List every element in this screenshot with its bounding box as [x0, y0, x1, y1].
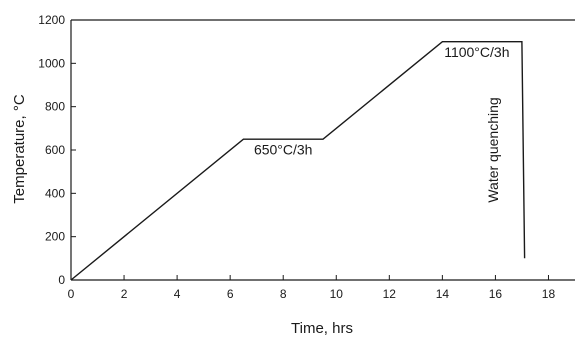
- y-tick-label: 0: [58, 273, 65, 287]
- y-tick-label: 400: [45, 186, 65, 200]
- x-tick-label: 0: [68, 287, 75, 301]
- x-tick-label: 4: [174, 287, 181, 301]
- x-tick-label: 18: [542, 287, 556, 301]
- series-group: [70, 41, 526, 281]
- x-tick-label: 16: [489, 287, 503, 301]
- x-tick-label: 8: [280, 287, 287, 301]
- series-line-0: [70, 41, 526, 281]
- y-tick-label: 600: [45, 143, 65, 157]
- x-tick-label: 2: [121, 287, 128, 301]
- y-tick-label: 200: [45, 230, 65, 244]
- y-axis-ticks: 0 200 400 600 800 1000 1200: [38, 13, 76, 287]
- y-axis-title: Temperature, °C: [11, 94, 28, 204]
- x-tick-label: 6: [227, 287, 234, 301]
- x-axis-title: Time, hrs: [291, 320, 353, 337]
- annotation-2: Water quenching: [485, 97, 501, 202]
- x-axis-ticks: 0 2 4 6 8 10 12 14 16 18: [68, 275, 556, 301]
- y-tick-label: 800: [45, 100, 65, 114]
- y-tick-label: 1200: [38, 13, 65, 27]
- annotations: 650°C/3h 1100°C/3h Water quenching: [254, 44, 510, 203]
- y-tick-label: 1000: [38, 56, 65, 70]
- annotation-1: 1100°C/3h: [444, 44, 509, 60]
- x-tick-label: 14: [436, 287, 450, 301]
- x-tick-label: 10: [330, 287, 344, 301]
- annotation-0: 650°C/3h: [254, 141, 313, 157]
- x-tick-label: 12: [383, 287, 397, 301]
